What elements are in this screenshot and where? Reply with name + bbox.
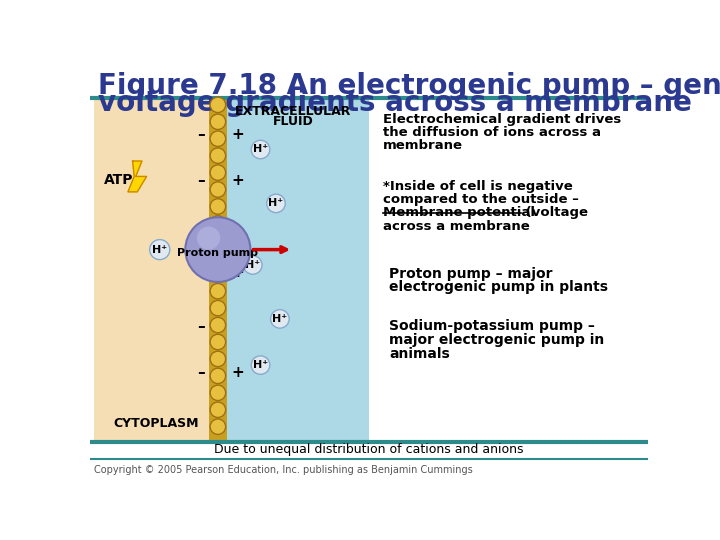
Text: –: – xyxy=(197,126,204,141)
Text: Copyright © 2005 Pearson Education, Inc. publishing as Benjamin Cummings: Copyright © 2005 Pearson Education, Inc.… xyxy=(94,465,472,475)
Text: (voltage: (voltage xyxy=(521,206,588,219)
Circle shape xyxy=(210,334,225,350)
Bar xyxy=(225,100,369,441)
Text: electrogenic pump in plants: electrogenic pump in plants xyxy=(389,280,608,294)
Text: H⁺: H⁺ xyxy=(272,314,287,324)
Text: +: + xyxy=(231,126,244,141)
Circle shape xyxy=(197,226,220,249)
Circle shape xyxy=(210,318,225,333)
Circle shape xyxy=(210,233,225,248)
Text: H⁺: H⁺ xyxy=(152,245,167,254)
Text: –: – xyxy=(197,319,204,334)
Text: Figure 7.18 An electrogenic pump – generate: Figure 7.18 An electrogenic pump – gener… xyxy=(98,72,720,100)
Circle shape xyxy=(185,217,251,282)
Text: major electrogenic pump in: major electrogenic pump in xyxy=(389,333,604,347)
Text: Proton pump – major: Proton pump – major xyxy=(389,267,553,281)
Circle shape xyxy=(210,131,225,146)
Circle shape xyxy=(210,368,225,383)
Circle shape xyxy=(251,356,270,374)
Text: ATP: ATP xyxy=(104,173,133,187)
Text: voltage gradients across a membrane: voltage gradients across a membrane xyxy=(98,90,692,117)
Bar xyxy=(94,100,222,441)
Text: CYTOPLASM: CYTOPLASM xyxy=(113,417,199,430)
Circle shape xyxy=(243,256,262,274)
Text: Due to unequal distribution of cations and anions: Due to unequal distribution of cations a… xyxy=(215,443,523,456)
Text: H⁺: H⁺ xyxy=(253,360,268,370)
Circle shape xyxy=(210,165,225,180)
Text: FLUID: FLUID xyxy=(273,115,313,128)
Text: Membrane potential: Membrane potential xyxy=(383,206,535,219)
Circle shape xyxy=(210,148,225,164)
Text: the diffusion of ions across a: the diffusion of ions across a xyxy=(383,126,601,139)
Text: –: – xyxy=(197,265,204,280)
Circle shape xyxy=(251,140,270,159)
Circle shape xyxy=(266,194,285,213)
Circle shape xyxy=(210,267,225,282)
Text: membrane: membrane xyxy=(383,139,463,152)
Text: animals: animals xyxy=(389,347,450,361)
Circle shape xyxy=(210,249,225,265)
Text: H⁺: H⁺ xyxy=(253,145,268,154)
Circle shape xyxy=(210,97,225,112)
Text: –: – xyxy=(197,365,204,380)
Text: +: + xyxy=(231,265,244,280)
Text: Proton pump: Proton pump xyxy=(177,248,258,258)
Text: H⁺: H⁺ xyxy=(246,260,261,270)
Text: Sodium-potassium pump –: Sodium-potassium pump – xyxy=(389,319,595,333)
Text: –: – xyxy=(197,173,204,188)
Circle shape xyxy=(210,385,225,401)
Circle shape xyxy=(210,300,225,316)
Text: +: + xyxy=(231,365,244,380)
Circle shape xyxy=(210,114,225,130)
Text: +: + xyxy=(231,173,244,188)
Text: EXTRACELLULAR: EXTRACELLULAR xyxy=(235,105,351,118)
Polygon shape xyxy=(128,161,147,192)
Bar xyxy=(209,100,228,441)
Text: Electrochemical gradient drives: Electrochemical gradient drives xyxy=(383,112,621,125)
Circle shape xyxy=(210,351,225,367)
Circle shape xyxy=(210,199,225,214)
Circle shape xyxy=(210,182,225,197)
Text: *Inside of cell is negative: *Inside of cell is negative xyxy=(383,180,572,193)
Circle shape xyxy=(210,419,225,434)
Text: compared to the outside –: compared to the outside – xyxy=(383,193,579,206)
Circle shape xyxy=(210,284,225,299)
Circle shape xyxy=(210,215,225,231)
Circle shape xyxy=(210,402,225,417)
Text: across a membrane: across a membrane xyxy=(383,220,530,233)
Circle shape xyxy=(271,309,289,328)
Circle shape xyxy=(150,240,170,260)
Text: H⁺: H⁺ xyxy=(269,198,284,208)
